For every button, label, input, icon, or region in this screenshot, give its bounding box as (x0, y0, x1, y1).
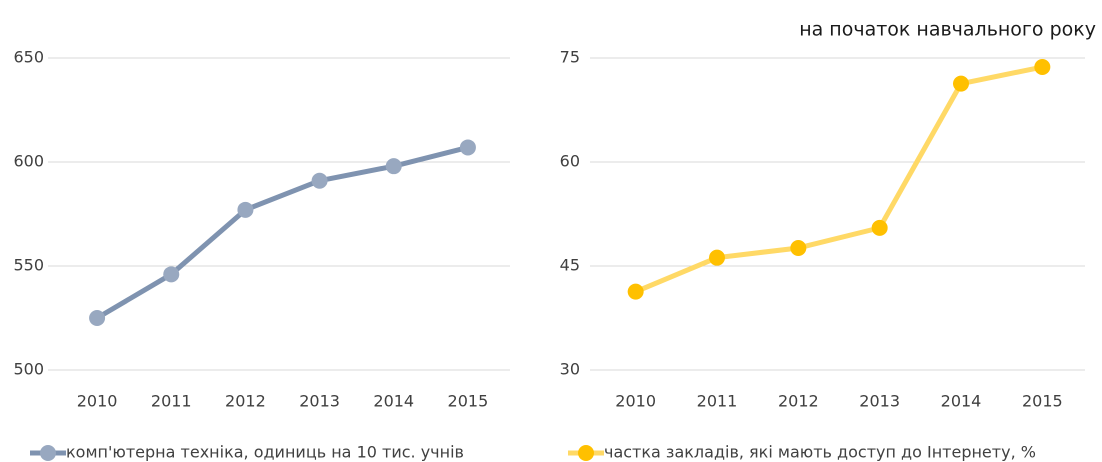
y-tick-label: 45 (560, 256, 580, 275)
data-point (89, 310, 106, 326)
y-tick-label: 600 (13, 152, 44, 171)
x-tick-label: 2010 (77, 392, 118, 411)
legend-marker (578, 445, 594, 461)
data-point (709, 249, 725, 266)
data-point (871, 219, 888, 236)
series-line (95, 145, 469, 321)
x-tick-label: 2011 (151, 392, 192, 411)
y-tick-label: 75 (560, 48, 580, 67)
data-point (790, 239, 807, 256)
x-tick-label: 2013 (859, 392, 900, 411)
x-tick-label: 2014 (941, 392, 982, 411)
data-point (459, 139, 476, 156)
y-tick-label: 650 (13, 48, 44, 67)
x-tick-label: 2012 (778, 392, 819, 411)
data-point (627, 283, 644, 300)
x-tick-label: 2010 (615, 392, 656, 411)
legend-label: частка закладів, які мають доступ до Інт… (604, 443, 1036, 462)
data-point (953, 75, 969, 92)
data-point (1034, 59, 1051, 76)
series-line (634, 64, 1043, 294)
caption: на початок навчального року (799, 19, 1096, 41)
x-tick-label: 2011 (697, 392, 738, 411)
x-tick-label: 2015 (1022, 392, 1063, 411)
y-tick-label: 500 (13, 360, 44, 379)
data-point (163, 266, 180, 283)
y-tick-label: 550 (13, 256, 44, 275)
data-point (311, 172, 328, 189)
legend-marker (40, 445, 56, 461)
data-point (237, 201, 254, 218)
x-tick-label: 2012 (225, 392, 266, 411)
x-tick-label: 2013 (299, 392, 340, 411)
y-tick-label: 30 (560, 360, 580, 379)
x-tick-label: 2015 (448, 392, 489, 411)
data-point (385, 158, 402, 175)
y-tick-label: 60 (560, 152, 580, 171)
x-tick-label: 2014 (373, 392, 414, 411)
legend-label: комп'ютерна техніка, одиниць на 10 тис. … (66, 443, 464, 462)
